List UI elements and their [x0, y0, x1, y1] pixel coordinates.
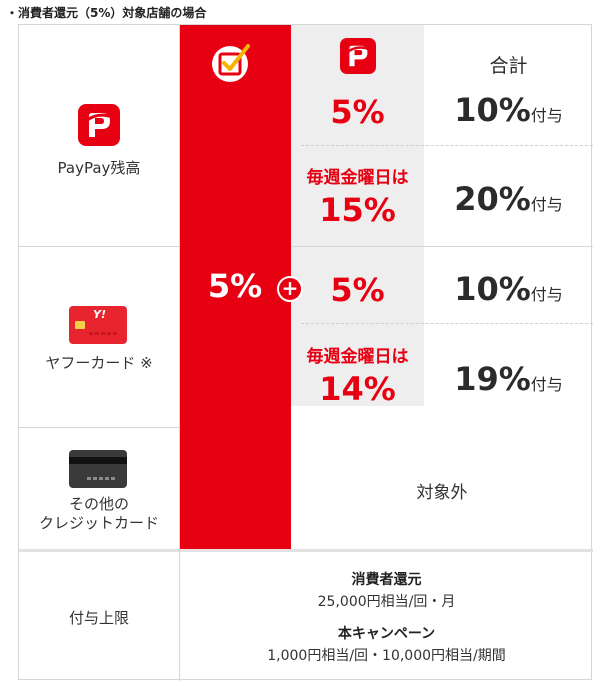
paypay-normal-total-suffix: 付与 — [530, 106, 563, 125]
other-card-not-applicable: 対象外 — [416, 483, 468, 503]
paypay-normal-total-value: 10% — [454, 91, 531, 129]
yahoo-card-logo: Y! — [93, 308, 106, 321]
consumer-return-limit: 25,000円相当/回・月 — [317, 594, 456, 610]
cashless-return-column — [179, 25, 291, 549]
paypay-logo-icon — [340, 38, 376, 78]
paypay-friday-total: 20%付与 — [424, 180, 593, 218]
row-divider — [19, 427, 179, 428]
paypay-normal-total: 10%付与 — [424, 91, 593, 129]
yahoo-friday-rate: 14% — [319, 370, 396, 408]
paypay-friday-total-suffix: 付与 — [530, 195, 563, 214]
row-label-limit: 付与上限 — [68, 609, 129, 627]
cashless-check-icon — [210, 42, 254, 88]
dashed-divider — [301, 145, 593, 146]
row-label-other-line1: その他の — [68, 495, 129, 513]
paypay-friday-rate: 15% — [319, 191, 396, 229]
consumer-return-title: 消費者還元 — [351, 572, 422, 588]
campaign-limit: 1,000円相当/回・10,000円相当/期間 — [267, 648, 506, 664]
row-label-other-line2: クレジットカード — [38, 514, 159, 532]
paypay-logo-icon — [78, 104, 120, 150]
yahoo-friday-total-value: 19% — [454, 360, 531, 398]
row-label-paypay: PayPay残高 — [57, 159, 141, 177]
yahoo-normal-total-value: 10% — [454, 270, 531, 308]
yahoo-normal-rate: 5% — [330, 271, 385, 309]
yahoo-friday-total: 19%付与 — [424, 360, 593, 398]
yahoo-friday-note: 毎週金曜日は — [306, 347, 409, 367]
yahoo-normal-total-suffix: 付与 — [530, 285, 563, 304]
yahoo-friday-total-suffix: 付与 — [530, 375, 563, 394]
total-header: 合計 — [489, 55, 528, 77]
plus-icon: + — [277, 276, 303, 302]
yahoo-card-icon: Y! — [69, 306, 127, 348]
column-divider — [179, 25, 180, 681]
credit-card-icon — [69, 450, 127, 492]
yahoo-normal-total: 10%付与 — [424, 270, 593, 308]
paypay-friday-total-value: 20% — [454, 180, 531, 218]
paypay-normal-rate: 5% — [330, 93, 385, 131]
row-label-yahoo-card: ヤフーカード ※ — [45, 354, 153, 372]
row-divider — [291, 246, 593, 247]
cashless-return-rate: 5% — [207, 267, 263, 305]
campaign-title: 本キャンペーン — [337, 626, 436, 642]
limits-panel: 消費者還元 25,000円相当/回・月 本キャンペーン 1,000円相当/回・1… — [180, 569, 593, 667]
paypay-bonus-column — [291, 25, 424, 406]
section-divider — [19, 549, 593, 552]
row-label-other-card: その他の クレジットカード — [19, 495, 179, 533]
page-caption: ・消費者還元（5%）対象店舗の場合 — [6, 6, 207, 20]
row-divider — [19, 246, 179, 247]
paypay-friday-note: 毎週金曜日は — [306, 168, 409, 188]
dashed-divider — [301, 323, 593, 324]
rewards-table: PayPay残高 Y! ヤフーカード ※ その他の クレジットカード — [18, 24, 593, 681]
